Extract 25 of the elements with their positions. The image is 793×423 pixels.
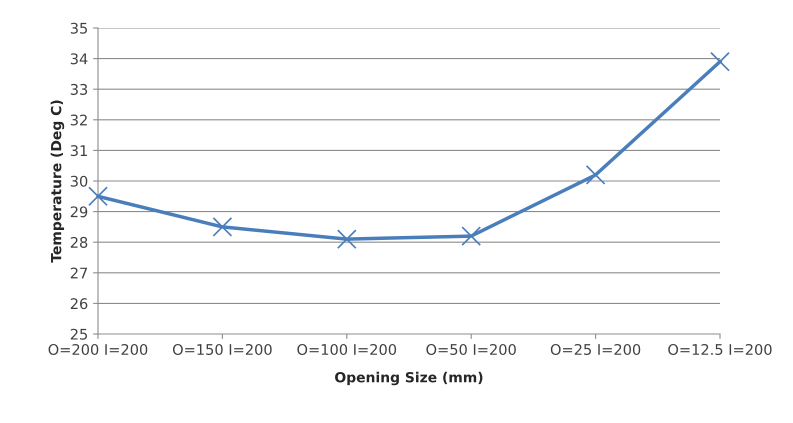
y-axis-title: Temperature (Deg C) bbox=[50, 100, 64, 263]
x-tick-label: O=200 I=200 bbox=[48, 344, 148, 356]
x-tick-label: O=12.5 I=200 bbox=[668, 344, 772, 356]
x-axis-title: Opening Size (mm) bbox=[335, 372, 482, 386]
y-tick-label: 28 bbox=[70, 236, 88, 248]
y-tick-label: 26 bbox=[70, 298, 88, 310]
x-tick-label: O=150 I=200 bbox=[172, 344, 272, 356]
point bbox=[212, 217, 232, 237]
point bbox=[336, 229, 357, 250]
point bbox=[710, 52, 730, 72]
y-tick-label: 30 bbox=[70, 176, 88, 187]
point bbox=[586, 165, 606, 185]
y-tick-label: 32 bbox=[70, 114, 87, 126]
y-tick-label: 31 bbox=[70, 145, 87, 156]
point bbox=[461, 226, 482, 246]
x-tick-label: O=50 I=200 bbox=[426, 344, 516, 356]
y-tick-label: 35 bbox=[70, 22, 88, 34]
y-tick-label: 27 bbox=[70, 268, 88, 278]
y-tick-label: 29 bbox=[70, 206, 88, 218]
y-tick-label: 25 bbox=[70, 328, 88, 340]
x-tick-label: O=25 I=200 bbox=[550, 344, 640, 356]
y-tick-label: 33 bbox=[70, 84, 88, 95]
x-tick-label: O=100 I=200 bbox=[297, 344, 396, 356]
y-tick-label: 34 bbox=[70, 53, 88, 64]
point bbox=[88, 186, 108, 206]
